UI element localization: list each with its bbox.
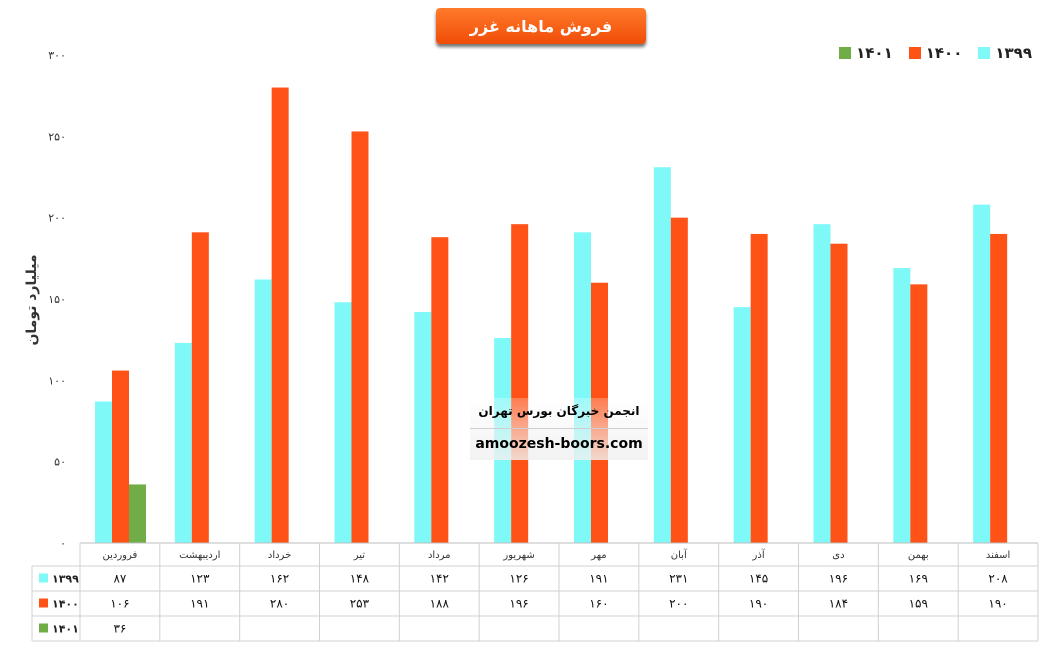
legend-swatch xyxy=(839,47,852,59)
data-label: ۲۸۰ xyxy=(270,597,289,611)
data-label: ۲۵۳ xyxy=(350,597,370,611)
data-label: ۲۰۰ xyxy=(669,597,688,611)
table-series-name: ۱۴۰۱ xyxy=(52,623,79,636)
data-label: ۳۶ xyxy=(113,622,126,636)
x-tick-label: فروردین xyxy=(103,550,138,561)
bar xyxy=(112,370,129,543)
bar xyxy=(733,307,751,543)
bar xyxy=(511,224,529,543)
watermark-line1: انجمن خبرگان بورس تهران xyxy=(470,398,648,429)
watermark: انجمن خبرگان بورس تهران amoozesh-boors.c… xyxy=(470,398,648,460)
data-label: ۱۰۶ xyxy=(110,597,129,611)
data-label: ۲۰۸ xyxy=(988,572,1008,586)
legend-label: ۱۴۰۱ xyxy=(856,44,893,62)
bar xyxy=(830,243,848,543)
y-tick-label: ۵۰ xyxy=(54,456,66,469)
legend-item: ۱۴۰۱ xyxy=(839,44,893,62)
bar xyxy=(129,484,146,543)
data-label: ۱۸۸ xyxy=(430,597,450,611)
x-tick-label: آذر xyxy=(752,548,766,561)
bar xyxy=(431,237,449,544)
x-tick-label: بهمن xyxy=(908,550,929,561)
legend-label: ۱۳۹۹ xyxy=(995,44,1032,62)
table-legend-swatch xyxy=(39,573,48,583)
legend-swatch xyxy=(978,47,991,59)
bar xyxy=(990,233,1008,543)
x-tick-label: شهریور xyxy=(502,550,534,561)
table-series-name: ۱۴۰۰ xyxy=(52,598,79,611)
bar xyxy=(670,217,688,543)
x-tick-label: اسفند xyxy=(986,550,1010,561)
watermark-line2: amoozesh-boors.com xyxy=(475,436,643,452)
x-tick-label: اردیبهشت xyxy=(179,550,220,561)
data-label: ۸۷ xyxy=(113,572,126,586)
bar xyxy=(95,401,112,543)
x-tick-label: تیر xyxy=(353,550,366,561)
x-tick-label: مهر xyxy=(590,550,606,561)
legend-label: ۱۴۰۰ xyxy=(925,44,963,62)
y-tick-label: ۰ xyxy=(60,537,66,550)
data-label: ۱۶۰ xyxy=(589,597,608,611)
bar xyxy=(574,232,591,543)
bar xyxy=(414,312,432,543)
y-tick-label: ۳۰۰ xyxy=(48,49,66,62)
bar xyxy=(813,224,831,543)
data-label: ۱۹۰ xyxy=(749,597,768,611)
bar xyxy=(750,233,768,543)
bar xyxy=(973,204,991,544)
data-label: ۱۶۲ xyxy=(270,572,289,586)
data-label: ۱۹۱ xyxy=(190,597,209,611)
data-label: ۱۹۶ xyxy=(829,572,848,586)
bar xyxy=(271,87,289,544)
data-label: ۱۴۸ xyxy=(350,572,370,586)
bar xyxy=(351,131,369,543)
data-label: ۱۵۹ xyxy=(909,597,928,611)
data-label: ۱۹۰ xyxy=(988,597,1007,611)
bar xyxy=(334,302,352,543)
table-series-name: ۱۳۹۹ xyxy=(52,573,79,586)
chart-title: فروش ماهانه غزر xyxy=(436,8,646,44)
x-tick-label: آبان xyxy=(671,548,688,561)
legend-item: ۱۴۰۰ xyxy=(908,44,963,62)
bar xyxy=(174,342,192,543)
x-tick-label: خرداد xyxy=(268,550,291,561)
x-tick-label: مرداد xyxy=(428,550,451,561)
table-legend-swatch xyxy=(39,598,48,608)
y-tick-label: ۲۰۰ xyxy=(48,212,66,225)
legend-item: ۱۳۹۹ xyxy=(978,44,1032,62)
data-label: ۱۹۱ xyxy=(589,572,608,586)
bar xyxy=(653,167,671,544)
data-label: ۲۳۱ xyxy=(669,572,688,586)
y-tick-label: ۲۵۰ xyxy=(48,130,66,143)
data-label: ۱۲۳ xyxy=(190,572,210,586)
y-tick-label: ۱۰۰ xyxy=(48,374,66,387)
legend: ۱۳۹۹ ۱۴۰۰ ۱۴۰۱ xyxy=(839,44,1032,62)
bar xyxy=(910,284,928,543)
legend-swatch xyxy=(908,47,921,59)
data-label: ۱۹۶ xyxy=(509,597,528,611)
bar xyxy=(893,268,911,543)
data-label: ۱۶۹ xyxy=(909,572,928,586)
data-label: ۱۲۶ xyxy=(509,572,528,586)
data-label: ۱۴۵ xyxy=(749,572,768,586)
data-label: ۱۸۴ xyxy=(829,597,848,611)
y-tick-label: ۱۵۰ xyxy=(48,293,66,306)
x-tick-label: دی xyxy=(832,550,844,561)
bar xyxy=(254,279,272,543)
bar xyxy=(191,232,209,543)
table-legend-swatch xyxy=(39,623,48,633)
data-label: ۱۴۲ xyxy=(430,572,449,586)
